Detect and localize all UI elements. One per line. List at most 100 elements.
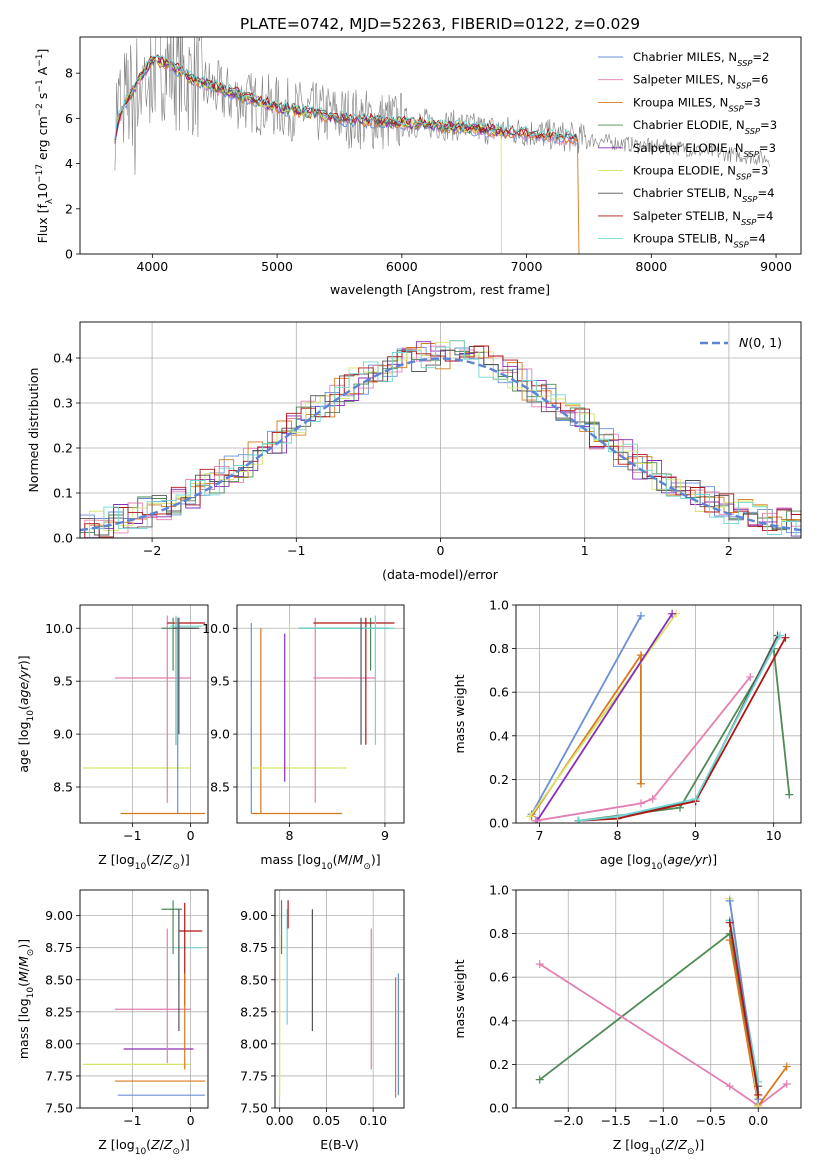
y-tick-label: 7.75: [45, 1068, 73, 1083]
label-part: =3: [760, 118, 777, 132]
y-axis-label: mass weight: [452, 674, 467, 753]
y-axis-label: age [log10(age/yr)]: [16, 655, 36, 772]
y-tick-label: 1.0: [489, 883, 509, 898]
label-part: 10: [26, 987, 36, 999]
label-part: SSP: [741, 217, 757, 227]
data-point: [782, 1062, 791, 1071]
y-tick-label: 0.0: [53, 531, 73, 546]
model-spectrum-line: [114, 54, 578, 141]
data-point: [613, 812, 622, 821]
label-part: /: [160, 852, 165, 867]
mass-vs-metallicity-panel: −1 07.507.758.008.258.508.759.00Z [log10(…: [16, 889, 209, 1157]
data-point: [535, 960, 544, 969]
label-part: SSP: [736, 172, 752, 182]
y-tick-label: 8.5: [53, 780, 73, 795]
legend-label: N(0, 1): [739, 335, 782, 350]
y-tick-label: 9.5: [53, 674, 73, 689]
y-tick-label: 7.50: [45, 1101, 73, 1116]
mass-weight-line: [539, 963, 788, 1107]
label-part: (: [16, 982, 31, 987]
y-tick-label: 0.4: [489, 1013, 509, 1028]
label-part: Z: [677, 1137, 687, 1152]
plot-area: [82, 615, 206, 815]
x-tick-label: 4000: [136, 259, 168, 274]
label-part: =4: [756, 209, 773, 223]
data-point: [636, 779, 645, 788]
label-part: /: [16, 966, 31, 971]
legend-label: Salpeter MILES, NSSP=6: [633, 73, 768, 91]
y-tick-label: 8.25: [45, 1004, 73, 1019]
axes-frame: [79, 889, 209, 1109]
data-point: [746, 672, 755, 681]
label-part: =2: [752, 50, 769, 64]
residual-histogram: [80, 340, 801, 538]
residual-histogram: [80, 346, 801, 538]
y-tick-label: 0.2: [53, 441, 73, 456]
plot-area: [80, 340, 801, 538]
label-part: Kroupa ELODIE, N: [633, 164, 736, 178]
data-point: [775, 631, 784, 640]
x-tick-label: 8000: [635, 259, 667, 274]
figure-title: PLATE=0742, MJD=52263, FIBERID=0122, z=0…: [240, 15, 640, 33]
label-part: ⊙: [172, 1147, 180, 1157]
label-part: −2: [35, 103, 45, 116]
y-tick-label: 10.0: [202, 621, 230, 636]
y-tick-label: 8: [65, 66, 73, 81]
label-part: (: [662, 852, 667, 867]
label-part: ⊙: [687, 1147, 695, 1157]
label-part: 10: [135, 1147, 147, 1157]
label-part: )]: [16, 939, 31, 949]
y-tick-label: 8.50: [45, 972, 73, 987]
x-tick-label: 0: [187, 1113, 195, 1128]
label-part: ⊙: [363, 862, 371, 872]
x-axis-label: Z [log10(Z/Z⊙)]: [613, 1137, 705, 1157]
plot-area: [82, 900, 206, 1096]
model-spectrum-line: [114, 59, 578, 146]
label-part: (0, 1): [748, 335, 782, 350]
label-part: M: [16, 971, 31, 982]
legend-label: Chabrier MILES, NSSP=2: [633, 50, 770, 68]
y-tick-label: 9.00: [240, 908, 268, 923]
data-point: [754, 1090, 763, 1099]
label-part: (: [333, 852, 338, 867]
label-part: =4: [757, 186, 774, 200]
y-tick-label: 0.2: [489, 772, 509, 787]
y-tick-label: 8.25: [240, 1004, 268, 1019]
y-tick-label: 0.0: [489, 816, 509, 831]
y-tick-label: 8.5: [210, 780, 230, 795]
label-part: Z: [150, 852, 160, 867]
y-tick-label: 0.2: [489, 1057, 509, 1072]
label-part: Flux [f: [35, 204, 50, 244]
plot-area: [535, 894, 791, 1108]
y-axis-label: Normed distribution: [26, 368, 41, 493]
data-point: [781, 633, 790, 642]
model-spectrum-line: [114, 55, 578, 141]
label-part: M: [16, 956, 31, 967]
label-part: (: [146, 852, 151, 867]
label-part: SSP: [733, 240, 749, 250]
label-part: age [log: [16, 721, 31, 772]
x-tick-label: −2.0: [553, 1113, 583, 1128]
data-point: [785, 790, 794, 799]
label-part: )]: [371, 852, 381, 867]
data-point: [636, 651, 645, 660]
label-part: Chabrier ELODIE, N: [633, 118, 745, 132]
legend-label: Chabrier STELIB, NSSP=4: [633, 186, 775, 204]
label-part: SSP: [745, 126, 761, 136]
label-part: (: [16, 705, 31, 710]
label-part: −1: [35, 79, 45, 92]
y-tick-label: 9.0: [53, 727, 73, 742]
label-part: SSP: [736, 81, 752, 91]
y-tick-label: 0.1: [53, 486, 73, 501]
x-axis-label: Z [log10(Z/Z⊙)]: [98, 1137, 190, 1157]
x-tick-label: 7000: [511, 259, 543, 274]
x-tick-label: 1: [581, 543, 589, 558]
data-point: [782, 1080, 791, 1089]
axes-frame: [79, 321, 802, 539]
y-tick-label: 6: [65, 111, 73, 126]
label-part: SSP: [737, 58, 753, 68]
data-point: [636, 799, 645, 808]
label-part: M: [338, 852, 349, 867]
